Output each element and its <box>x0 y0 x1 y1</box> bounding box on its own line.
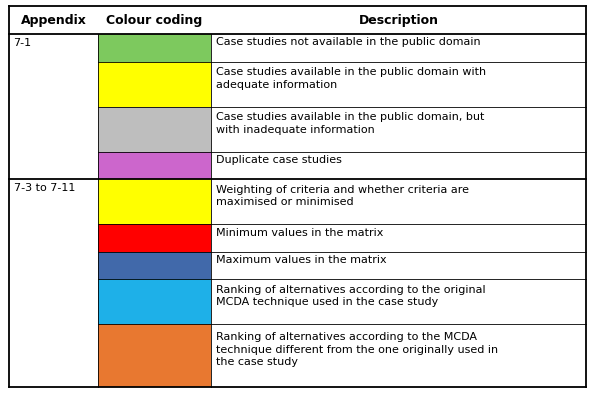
Bar <box>211 152 586 179</box>
Bar <box>98 179 211 224</box>
Bar <box>211 324 586 387</box>
Bar <box>98 152 211 179</box>
Bar <box>211 224 586 252</box>
Text: Colour coding: Colour coding <box>107 13 203 27</box>
Bar <box>98 279 211 324</box>
Bar <box>98 224 211 252</box>
Bar <box>9 6 98 34</box>
Text: Case studies available in the public domain, but
with inadequate information: Case studies available in the public dom… <box>216 112 484 135</box>
Bar <box>211 34 586 62</box>
Bar <box>98 324 211 387</box>
Bar <box>98 252 211 279</box>
Text: Duplicate case studies: Duplicate case studies <box>216 155 342 165</box>
Text: Ranking of alternatives according to the original
MCDA technique used in the cas: Ranking of alternatives according to the… <box>216 285 485 307</box>
Bar <box>9 179 98 224</box>
Bar <box>98 107 211 152</box>
Bar <box>211 107 586 152</box>
Text: 7-1: 7-1 <box>14 38 32 48</box>
Text: Ranking of alternatives according to the MCDA
technique different from the one o: Ranking of alternatives according to the… <box>216 332 498 367</box>
Bar <box>98 62 211 107</box>
Text: Description: Description <box>359 13 438 27</box>
Bar <box>9 107 98 152</box>
Bar <box>211 179 586 224</box>
Text: 7-3 to 7-11: 7-3 to 7-11 <box>14 184 75 193</box>
Bar <box>9 252 98 279</box>
Text: Case studies not available in the public domain: Case studies not available in the public… <box>216 37 480 48</box>
Bar <box>9 279 98 324</box>
Text: Maximum values in the matrix: Maximum values in the matrix <box>216 255 386 265</box>
Text: Minimum values in the matrix: Minimum values in the matrix <box>216 228 383 238</box>
Bar <box>9 224 98 252</box>
Bar <box>98 34 211 62</box>
Bar <box>9 62 98 107</box>
Bar <box>9 34 98 62</box>
Bar <box>9 324 98 387</box>
Bar <box>211 62 586 107</box>
Bar <box>9 152 98 179</box>
Text: Weighting of criteria and whether criteria are
maximised or minimised: Weighting of criteria and whether criter… <box>216 185 469 208</box>
Text: Case studies available in the public domain with
adequate information: Case studies available in the public dom… <box>216 67 486 90</box>
Bar <box>211 279 586 324</box>
Bar <box>98 6 211 34</box>
Text: Appendix: Appendix <box>21 13 87 27</box>
Bar <box>211 252 586 279</box>
Bar <box>211 6 586 34</box>
